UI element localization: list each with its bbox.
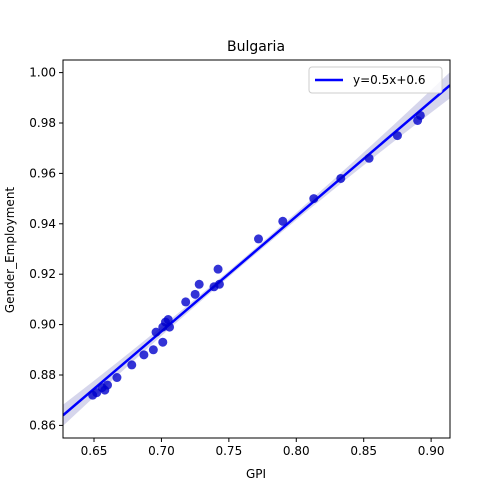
x-tick-label: 0.75 xyxy=(215,444,242,458)
chart-title: Bulgaria xyxy=(227,39,285,55)
y-axis-label: Gender_Employment xyxy=(3,187,17,314)
data-point xyxy=(392,131,402,141)
data-point xyxy=(214,279,224,289)
data-point xyxy=(151,327,161,337)
y-tick-label: 0.92 xyxy=(29,267,56,281)
x-tick-label: 0.80 xyxy=(283,444,310,458)
y-tick-label: 0.90 xyxy=(29,318,56,332)
legend-box xyxy=(308,66,443,94)
data-point xyxy=(194,279,204,289)
data-point xyxy=(213,264,223,274)
data-point xyxy=(415,110,425,120)
data-point xyxy=(336,173,346,183)
regression-line xyxy=(63,84,450,417)
data-point xyxy=(309,194,319,204)
x-axis-label: GPI xyxy=(246,467,266,481)
y-tick-label: 0.86 xyxy=(29,418,56,432)
data-point xyxy=(158,337,168,347)
data-point xyxy=(254,234,264,244)
plot-area xyxy=(62,59,451,439)
data-point xyxy=(127,360,137,370)
plot-clipped-group xyxy=(63,72,450,426)
y-tick-label: 0.94 xyxy=(29,217,56,231)
y-tick-label: 0.88 xyxy=(29,368,56,382)
plot-frame xyxy=(62,59,451,439)
data-point xyxy=(139,350,149,360)
data-point xyxy=(112,373,122,383)
y-tick-label: 1.00 xyxy=(29,66,56,80)
legend: y=0.5x+0.6 xyxy=(308,66,443,94)
x-axis: 0.65 0.70 0.75 0.80 0.85 0.90 xyxy=(81,438,445,458)
data-point xyxy=(148,345,158,355)
x-tick-label: 0.85 xyxy=(350,444,377,458)
data-point xyxy=(190,289,200,299)
x-tick-label: 0.70 xyxy=(148,444,175,458)
data-point xyxy=(364,153,374,163)
x-tick-label: 0.90 xyxy=(418,444,445,458)
data-point xyxy=(278,216,288,226)
y-axis: 0.86 0.88 0.90 0.92 0.94 0.96 0.98 1.00 xyxy=(29,66,63,432)
y-tick-label: 0.98 xyxy=(29,116,56,130)
data-point xyxy=(163,315,173,325)
x-tick-label: 0.65 xyxy=(81,444,108,458)
legend-label: y=0.5x+0.6 xyxy=(353,73,425,87)
data-point xyxy=(181,297,191,307)
data-point xyxy=(102,380,112,390)
y-tick-label: 0.96 xyxy=(29,166,56,180)
data-point xyxy=(165,322,175,332)
